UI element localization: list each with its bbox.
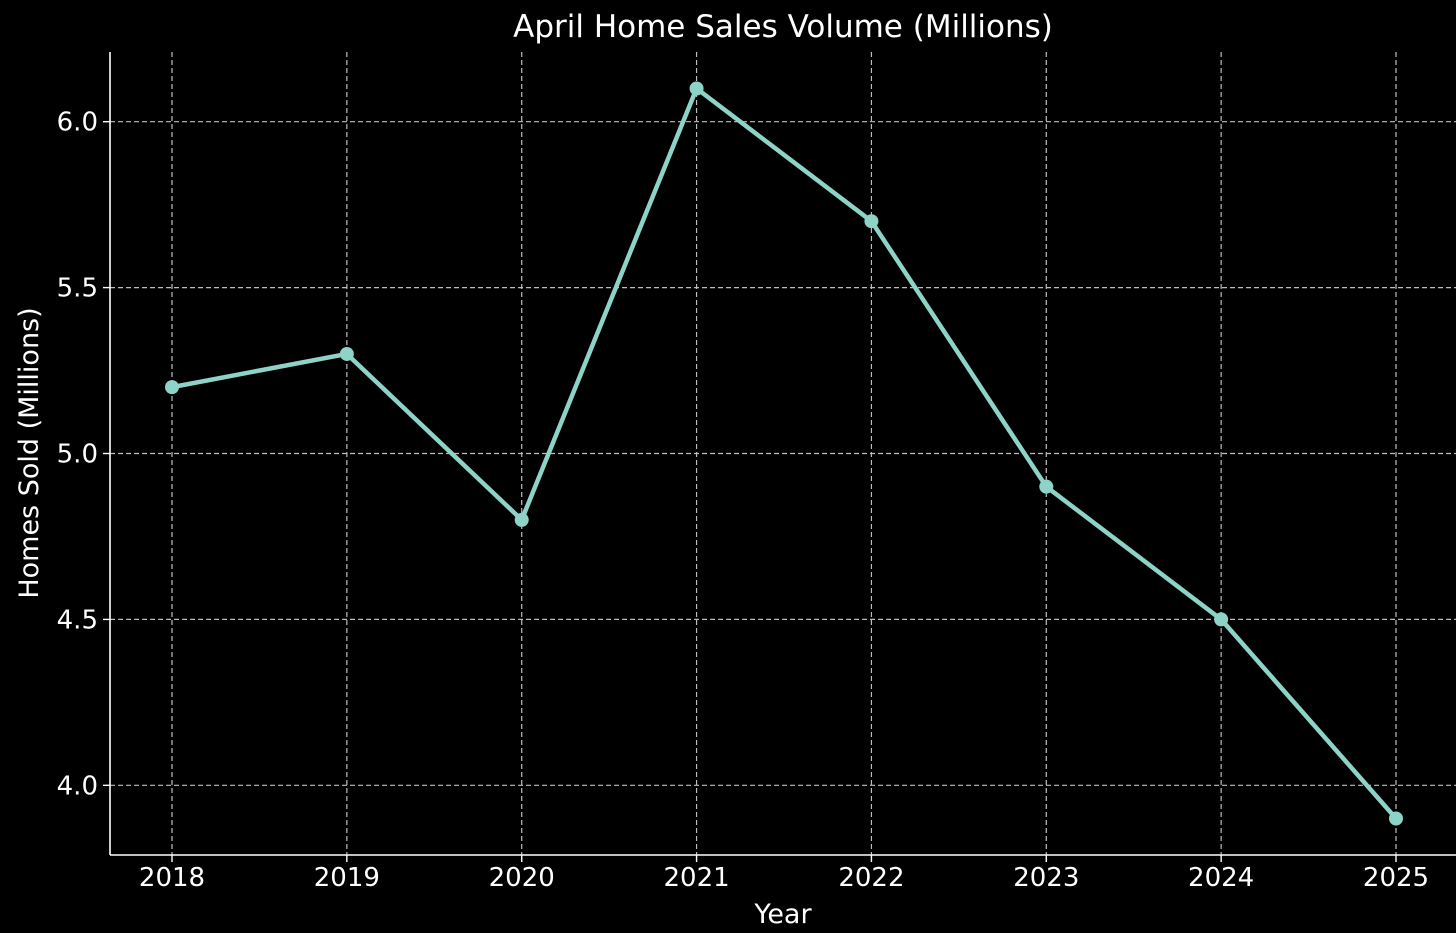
chart-title: April Home Sales Volume (Millions) [513,9,1053,45]
x-tick-label: 2018 [139,863,205,893]
data-point [864,214,879,229]
tick-labels: 2018 2019 2020 2021 2022 2023 2024 2025 4.0 4.5 5.… [57,108,1429,893]
x-tick-label: 2024 [1188,863,1254,893]
data-point [514,512,529,527]
x-axis-label: Year [753,899,812,930]
y-axis-label: Homes Sold (Millions) [14,307,45,598]
data-point [689,81,704,96]
x-tick-label: 2025 [1363,863,1429,893]
data-series [165,81,1403,826]
y-tick-label: 5.5 [57,274,98,304]
y-tick-label: 5.0 [57,440,98,470]
data-point [1214,612,1229,627]
axes [103,52,1456,862]
y-tick-label: 4.5 [57,605,98,635]
x-tick-label: 2022 [838,863,904,893]
grid-lines [110,52,1456,855]
data-point [165,380,179,395]
y-tick-label: 4.0 [57,771,98,801]
x-tick-label: 2023 [1013,863,1079,893]
data-point [1389,811,1403,826]
data-point [1039,479,1054,494]
x-tick-label: 2020 [489,863,555,893]
x-tick-label: 2019 [314,863,380,893]
x-tick-label: 2021 [663,863,729,893]
y-tick-label: 6.0 [57,108,98,138]
data-point [339,346,354,361]
series-line [169,86,1399,821]
